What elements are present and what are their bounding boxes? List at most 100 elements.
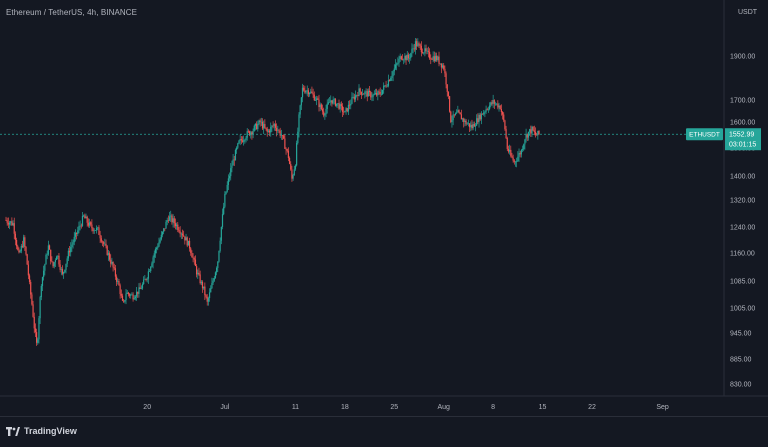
candle xyxy=(457,105,459,113)
candle xyxy=(326,99,328,114)
candle xyxy=(65,263,67,274)
candle xyxy=(238,139,240,144)
candle xyxy=(533,125,535,136)
candle xyxy=(211,277,213,289)
candle xyxy=(180,232,182,240)
candle xyxy=(424,44,426,57)
candle xyxy=(120,289,122,298)
candle xyxy=(52,261,54,268)
candle xyxy=(140,285,142,290)
candle xyxy=(459,112,461,115)
candle xyxy=(519,150,521,158)
tradingview-brand[interactable]: TradingView xyxy=(6,426,77,436)
x-tick-label: 8 xyxy=(491,404,495,411)
tradingview-logo-icon xyxy=(6,426,20,436)
candle xyxy=(352,92,354,99)
candle xyxy=(358,84,360,97)
candle xyxy=(371,92,373,102)
candle xyxy=(439,63,441,65)
candle xyxy=(159,237,161,244)
candle xyxy=(28,273,31,285)
candle xyxy=(306,85,308,97)
candle xyxy=(78,221,80,234)
x-tick-label: Aug xyxy=(437,404,450,411)
candle xyxy=(60,266,62,276)
candle xyxy=(123,299,125,303)
candle xyxy=(27,260,29,280)
candles-layer xyxy=(5,38,540,346)
candle xyxy=(491,100,493,106)
candle xyxy=(357,91,359,101)
candle xyxy=(286,148,288,153)
candle xyxy=(365,88,367,97)
candle xyxy=(278,129,280,134)
x-tick-label: Jul xyxy=(220,404,229,411)
candle xyxy=(228,172,231,182)
candle xyxy=(24,235,26,251)
candle xyxy=(254,123,257,131)
candle xyxy=(438,51,440,67)
candle xyxy=(67,248,69,261)
candle xyxy=(127,291,129,297)
candle xyxy=(472,121,474,131)
candle xyxy=(489,102,491,111)
candle xyxy=(305,90,307,95)
candle xyxy=(303,84,305,92)
y-tick-label: 1240.00 xyxy=(730,225,755,232)
candle xyxy=(494,101,497,106)
candle xyxy=(284,134,286,150)
candle xyxy=(143,276,145,285)
candle xyxy=(141,282,144,290)
candle xyxy=(85,213,87,219)
candle xyxy=(336,103,338,108)
candle xyxy=(119,283,121,299)
x-tick-label: 11 xyxy=(292,404,299,411)
candle xyxy=(531,125,533,137)
candle xyxy=(167,215,169,224)
candle xyxy=(466,122,468,125)
candle xyxy=(191,250,193,258)
candle xyxy=(390,76,392,82)
candle xyxy=(240,136,242,145)
candle xyxy=(465,119,467,127)
candle xyxy=(73,231,75,246)
candle xyxy=(280,129,282,140)
candle xyxy=(328,96,331,103)
candle xyxy=(416,38,418,50)
candle xyxy=(146,277,148,283)
candle xyxy=(399,53,401,62)
candle xyxy=(436,52,438,62)
candle xyxy=(343,107,345,116)
price-axis: USDT1900.001700.001600.001500.001400.001… xyxy=(730,9,758,389)
candle xyxy=(217,261,219,273)
candle xyxy=(525,128,527,143)
candle xyxy=(293,165,295,176)
candle xyxy=(91,219,93,232)
candle xyxy=(285,147,287,155)
candle xyxy=(379,87,381,97)
candle xyxy=(266,126,268,137)
candle xyxy=(452,110,454,126)
candle xyxy=(359,87,361,96)
y-tick-label: 1700.00 xyxy=(730,98,755,105)
candle xyxy=(511,152,513,159)
candle xyxy=(144,275,146,280)
candle xyxy=(227,174,229,191)
candle xyxy=(66,256,68,268)
candle xyxy=(376,88,378,97)
candle xyxy=(68,246,71,257)
candle xyxy=(130,293,132,299)
candle xyxy=(196,264,198,278)
candle xyxy=(473,121,475,127)
candle xyxy=(386,83,388,88)
candle xyxy=(151,261,153,268)
candle xyxy=(319,102,321,112)
candle xyxy=(152,255,154,269)
candle xyxy=(493,99,495,109)
candle xyxy=(478,112,480,128)
candle xyxy=(534,127,537,138)
candle xyxy=(51,256,53,263)
candle xyxy=(444,65,446,78)
